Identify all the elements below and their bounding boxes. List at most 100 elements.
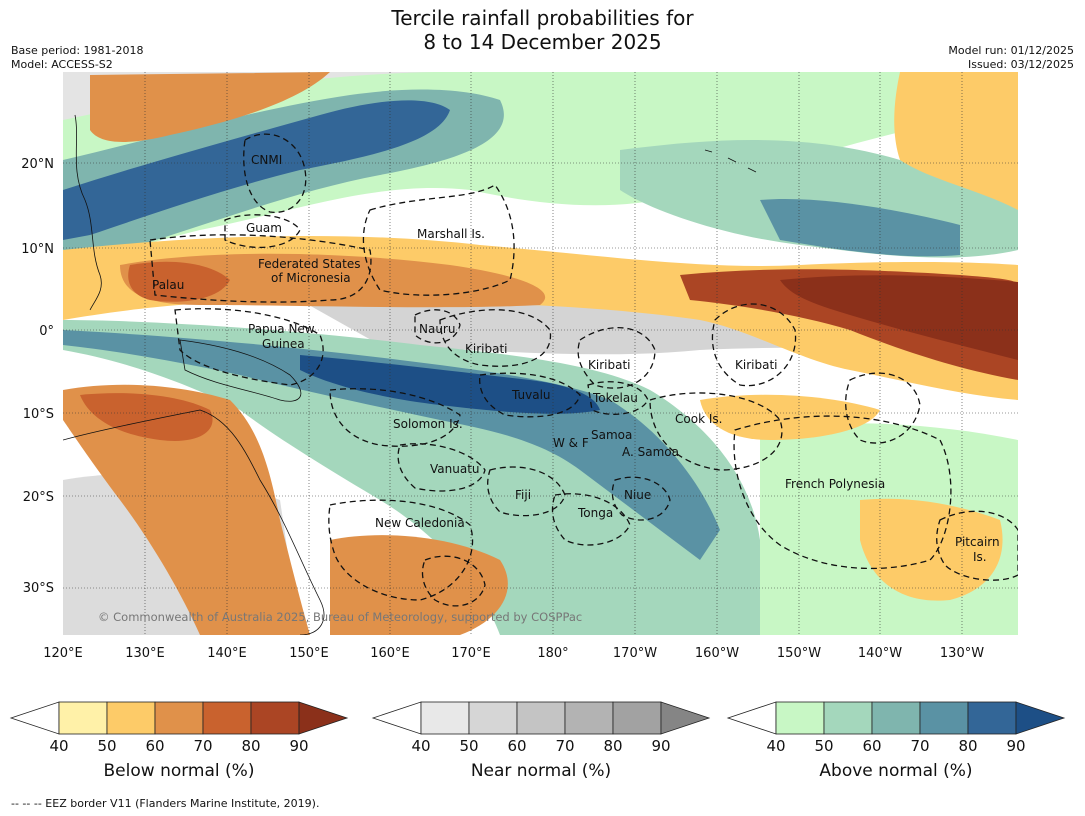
- label-american-samoa: A. Samoa: [622, 445, 679, 459]
- model-name: Model: ACCESS-S2: [11, 58, 113, 71]
- label-cook: Cook Is.: [675, 412, 722, 426]
- label-cnmi: CNMI: [251, 153, 282, 167]
- label-wallis-futuna: W & F: [553, 436, 589, 450]
- lon-label: 180°: [537, 646, 568, 661]
- colorbar-tick-label: 90: [289, 737, 308, 755]
- eez-cnmi: [243, 133, 307, 213]
- new-guinea-outline: [179, 339, 302, 402]
- below-normal-sw-2: [80, 393, 213, 441]
- colorbar-label-below: Below normal (%): [103, 761, 255, 781]
- lat-label: 10°S: [23, 407, 54, 422]
- lon-label: 170°W: [613, 646, 657, 661]
- label-guam: Guam: [246, 221, 282, 235]
- label-new-caledonia: New Caledonia: [375, 516, 465, 530]
- eez-kiribati-c: [577, 327, 656, 389]
- base-period: Base period: 1981-2018: [11, 44, 144, 57]
- colorbar-segment: [202, 701, 252, 735]
- below-normal-nw: [90, 72, 330, 142]
- colorbar-tick-label: 60: [862, 737, 881, 755]
- colorbar-segment: [775, 701, 825, 735]
- label-tonga: Tonga: [577, 506, 613, 520]
- above-normal-south-3: [300, 355, 600, 414]
- lon-label: 130°E: [125, 646, 165, 661]
- colorbar-tick-label: 40: [49, 737, 68, 755]
- colorbar-tick-label: 50: [459, 737, 478, 755]
- colorbar-min-extension: [9, 701, 60, 735]
- label-marshall: Marshall Is.: [417, 227, 485, 241]
- label-niue: Niue: [624, 488, 651, 502]
- label-png-2: Guinea: [262, 337, 305, 351]
- label-samoa: Samoa: [591, 428, 632, 442]
- label-pitcairn-1: Pitcairn: [955, 535, 1000, 549]
- colorbar-segment: [468, 701, 518, 735]
- label-french-polynesia: French Polynesia: [785, 477, 885, 491]
- lon-label: 160°E: [370, 646, 410, 661]
- colorbar-segment: [871, 701, 921, 735]
- eez-borders: [149, 133, 1018, 607]
- below-normal-east-strongest: [780, 275, 1018, 360]
- eez-marquesas-east: [845, 372, 921, 444]
- colorbar-tick-label: 60: [145, 737, 164, 755]
- label-tokelau: Tokelau: [592, 391, 638, 405]
- eez-kiribati-w: [439, 309, 552, 367]
- label-nauru: Nauru: [419, 322, 455, 336]
- lat-label: 10°N: [21, 242, 54, 257]
- colorbar-segment: [919, 701, 969, 735]
- colorbar-segment: [516, 701, 566, 735]
- lon-label: 160°W: [695, 646, 739, 661]
- colorbar-segment: [564, 701, 614, 735]
- colorbar-segment: [612, 701, 662, 735]
- meta-right: Model run: 01/12/2025 Issued: 03/12/2025: [948, 44, 1074, 72]
- below-normal-eq-band-2: [120, 253, 546, 308]
- eez-nauru: [414, 309, 461, 344]
- colorbar-segment: [420, 701, 470, 735]
- lon-axis-labels: 120°E 130°E 140°E 150°E 160°E 170°E 180°…: [43, 646, 984, 661]
- eez-french-polynesia: [733, 415, 952, 570]
- label-vanuatu: Vanuatu: [430, 462, 480, 476]
- colorbar-min-extension: [726, 701, 777, 735]
- lon-label: 140°E: [207, 646, 247, 661]
- eez-tonga: [551, 493, 631, 546]
- lon-label: 140°W: [858, 646, 902, 661]
- below-normal-palau: [128, 261, 230, 302]
- colorbar-min-extension: [371, 701, 422, 735]
- colorbar-segment: [250, 701, 300, 735]
- below-normal-sw: [63, 384, 310, 635]
- issued-date: Issued: 03/12/2025: [967, 58, 1074, 71]
- colorbars: 40 50 60 70 80 90 40 50 60 70 80 90 40 50 60 70 80 90: [9, 701, 1066, 755]
- lon-label: 120°E: [43, 646, 83, 661]
- colorbar-tick-label: 90: [651, 737, 670, 755]
- colorbar-tick-label: 50: [97, 737, 116, 755]
- lon-label: 170°E: [451, 646, 491, 661]
- lon-label: 150°E: [289, 646, 329, 661]
- hawaii-outline: [704, 149, 757, 173]
- philippines-outline: [74, 114, 102, 311]
- colorbar-segment: [58, 701, 108, 735]
- label-kiribati-w: Kiribati: [465, 342, 507, 356]
- colorbar-tick-label: 70: [910, 737, 929, 755]
- region-labels: CNMI Guam Marshall Is. Federated States …: [152, 153, 1000, 564]
- eez-tuvalu: [479, 372, 581, 418]
- eez-footnote: -- -- -- EEZ border V11 (Flanders Marine…: [11, 797, 320, 810]
- eez-vanuatu: [397, 443, 486, 492]
- colorbar-tick-label: 80: [958, 737, 977, 755]
- above-normal-north-3: [63, 100, 450, 240]
- below-normal-nz: [330, 535, 508, 635]
- colorbar-segment: [106, 701, 156, 735]
- colorbar-tick-label: 80: [603, 737, 622, 755]
- eez-png: [174, 308, 324, 386]
- below-normal-ne: [894, 72, 1018, 210]
- colorbar-segment: [967, 701, 1017, 735]
- eez-kiribati-e: [711, 303, 797, 387]
- colorbar-max-extension: [298, 701, 349, 735]
- label-solomon: Solomon Is.: [393, 417, 463, 431]
- label-fiji: Fiji: [515, 488, 531, 502]
- lat-label: 20°S: [23, 490, 54, 505]
- label-tuvalu: Tuvalu: [511, 388, 551, 402]
- eez-niue: [611, 476, 671, 521]
- label-pitcairn-2: Is.: [973, 550, 987, 564]
- colorbar-label-above: Above normal (%): [819, 761, 973, 781]
- lon-label: 130°W: [940, 646, 984, 661]
- lat-label: 30°S: [23, 581, 54, 596]
